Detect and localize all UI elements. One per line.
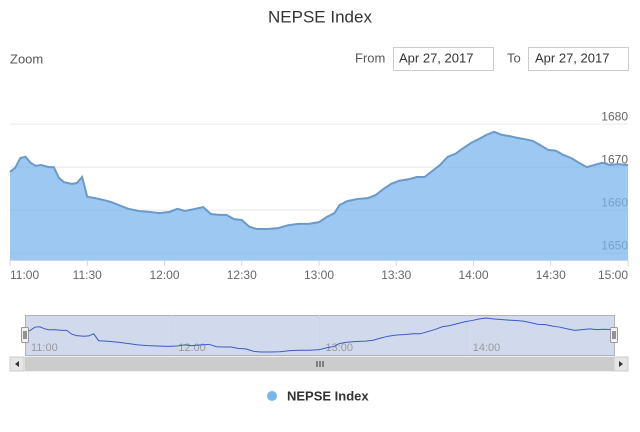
from-value[interactable]: Apr 27, 2017 (399, 50, 473, 65)
to-value[interactable]: Apr 27, 2017 (535, 50, 609, 65)
y-tick-label: 1680 (601, 109, 628, 123)
x-tick-label: 15:00 (598, 268, 628, 282)
x-tick-label: 14:30 (536, 268, 566, 282)
from-input[interactable] (393, 47, 494, 71)
navigator-handle[interactable] (610, 327, 618, 343)
navigator-line (24, 317, 615, 353)
to-label: To (507, 50, 521, 65)
x-tick-label: 11:30 (73, 268, 102, 282)
x-tick-label: 13:30 (381, 268, 411, 282)
navigator-tick-label: 12:00 (178, 342, 206, 354)
navigator-tick-label: 13:00 (326, 342, 354, 354)
x-tick-label: 12:30 (227, 268, 257, 282)
to-input[interactable] (528, 47, 629, 71)
zoom-label: Zoom (10, 51, 43, 66)
scrollbar[interactable] (9, 356, 629, 372)
from-label: From (355, 50, 385, 65)
legend-symbol[interactable] (267, 391, 277, 401)
x-tick-label: 11:00 (10, 268, 39, 282)
scroll-left-arrow (15, 361, 19, 367)
x-tick-label: 12:00 (149, 268, 179, 282)
area-fill (10, 131, 628, 260)
navigator-handle[interactable] (21, 327, 29, 343)
navigator-tick-label: 11:00 (31, 342, 58, 354)
navigator-tick-label: 14:00 (473, 342, 501, 354)
scroll-right-arrow (619, 361, 623, 367)
navigator-handles[interactable] (21, 327, 618, 343)
area-line (9, 130, 629, 231)
navigator[interactable]: 11:00 12:00 13:00 14:00 (24, 315, 615, 356)
x-tick-label: 14:00 (458, 268, 488, 282)
legend[interactable]: NEPSE Index (267, 388, 369, 403)
legend-label[interactable]: NEPSE Index (287, 388, 369, 403)
y-tick-label: 1670 (601, 152, 628, 166)
x-tick-label: 13:00 (304, 268, 334, 282)
plot-area: 165016601670168011:0011:3012:0012:3013:0… (9, 109, 629, 282)
chart-title: NEPSE Index (268, 7, 372, 26)
